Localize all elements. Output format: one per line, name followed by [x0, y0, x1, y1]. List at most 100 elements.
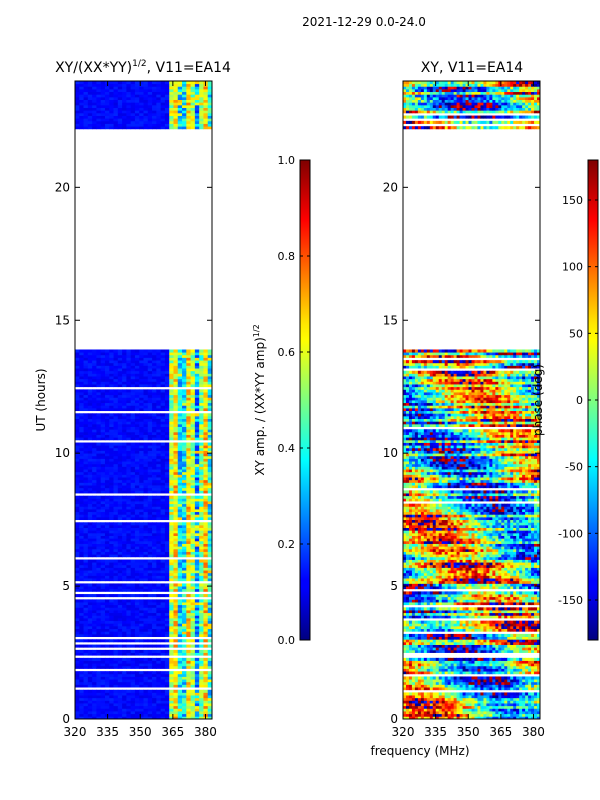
heatmap-cell: [528, 711, 532, 715]
heatmap-cell: [104, 501, 110, 505]
heatmap-cell: [96, 453, 102, 457]
heatmap-cell: [139, 615, 144, 619]
heatmap-cell: [96, 538, 102, 542]
heatmap-cell: [100, 445, 106, 449]
heatmap-cell: [143, 684, 149, 688]
heatmap-cell: [143, 421, 149, 425]
heatmap-cell: [474, 705, 478, 709]
heatmap-cell: [75, 695, 80, 699]
heatmap-cell: [92, 535, 97, 539]
heatmap-cell: [79, 94, 84, 98]
heatmap-cell: [96, 506, 102, 510]
heatmap-cell: [113, 620, 119, 624]
heatmap-cell: [156, 673, 162, 677]
heatmap-cell: [100, 365, 106, 369]
heatmap-cell: [203, 407, 209, 412]
heatmap-cell: [199, 426, 204, 430]
heatmap-cell: [156, 684, 162, 688]
heatmap-cell: [96, 498, 102, 502]
heatmap-cell: [130, 378, 136, 382]
heatmap-cell: [143, 604, 149, 608]
heatmap-cell: [423, 703, 428, 707]
heatmap-cell: [207, 381, 212, 385]
heatmap-cell: [100, 681, 106, 685]
heatmap-cell: [147, 599, 153, 603]
heatmap-cell: [156, 628, 162, 632]
heatmap-cell: [96, 679, 102, 683]
heatmap-cell: [87, 615, 93, 619]
heatmap-cell: [113, 354, 119, 358]
heatmap-cell: [87, 676, 93, 680]
heatmap-cell: [96, 450, 102, 454]
heatmap-cell: [139, 394, 144, 398]
heatmap-cell: [104, 612, 110, 616]
heatmap-cell: [92, 445, 97, 449]
heatmap-cell: [152, 370, 157, 374]
heatmap-cell: [96, 522, 102, 526]
heatmap-cell: [117, 112, 123, 116]
heatmap-cell: [182, 96, 187, 101]
heatmap-cell: [152, 431, 157, 435]
heatmap-cell: [173, 607, 179, 611]
heatmap-cell: [122, 490, 127, 494]
heatmap-cell: [203, 429, 209, 433]
heatmap-cell: [194, 431, 200, 435]
heatmap-cell: [147, 575, 153, 579]
heatmap-cell: [87, 474, 93, 478]
heatmap-cell: [130, 397, 136, 401]
heatmap-cell: [96, 652, 102, 656]
heatmap-cell: [130, 415, 136, 420]
heatmap-cell: [169, 617, 174, 622]
heatmap-cell: [147, 381, 153, 385]
heatmap-cell: [126, 506, 132, 510]
heatmap-cell: [147, 665, 153, 669]
heatmap-cell: [173, 362, 179, 366]
heatmap-cell: [207, 354, 212, 358]
heatmap-cell: [173, 455, 179, 459]
heatmap-cell: [87, 423, 93, 427]
heatmap-cell: [96, 540, 102, 544]
heatmap-cell: [79, 413, 84, 417]
heatmap-cell: [92, 692, 97, 696]
heatmap-cell: [139, 692, 144, 696]
heatmap-cell: [109, 88, 114, 93]
heatmap-cell: [109, 455, 114, 459]
heatmap-cell: [152, 487, 157, 491]
heatmap-cell: [83, 378, 89, 382]
heatmap-cell: [122, 352, 127, 356]
heatmap-cell: [83, 402, 89, 406]
heatmap-cell: [207, 455, 212, 459]
heatmap-cell: [143, 530, 149, 534]
heatmap-cell: [199, 373, 204, 377]
heatmap-cell: [79, 695, 84, 699]
heatmap-cell: [186, 625, 191, 630]
heatmap-cell: [92, 610, 97, 614]
heatmap-cell: [152, 96, 157, 101]
heatmap-cell: [79, 107, 84, 111]
heatmap-cell: [203, 378, 209, 382]
heatmap-cell: [122, 695, 127, 699]
heatmap-cell: [100, 660, 106, 664]
heatmap-cell: [190, 604, 196, 608]
heatmap-cell: [143, 445, 149, 449]
heatmap-cell: [100, 392, 106, 396]
heatmap-cell: [100, 357, 106, 361]
heatmap-cell: [79, 639, 84, 643]
heatmap-cell: [199, 453, 204, 457]
heatmap-cell: [100, 418, 106, 422]
heatmap-cell: [122, 583, 127, 587]
heatmap-cell: [190, 689, 196, 693]
heatmap-cell: [126, 578, 132, 582]
heatmap-cell: [182, 708, 187, 712]
heatmap-cell: [173, 482, 179, 486]
heatmap-cell: [199, 120, 204, 124]
heatmap-cell: [474, 697, 478, 701]
heatmap-cell: [147, 104, 153, 108]
heatmap-cell: [92, 540, 97, 544]
heatmap-cell: [139, 453, 144, 457]
heatmap-cell: [169, 575, 174, 579]
heatmap-cell: [92, 620, 97, 624]
heatmap-cell: [75, 689, 80, 693]
heatmap-cell: [130, 423, 136, 427]
heatmap-cell: [130, 586, 136, 590]
